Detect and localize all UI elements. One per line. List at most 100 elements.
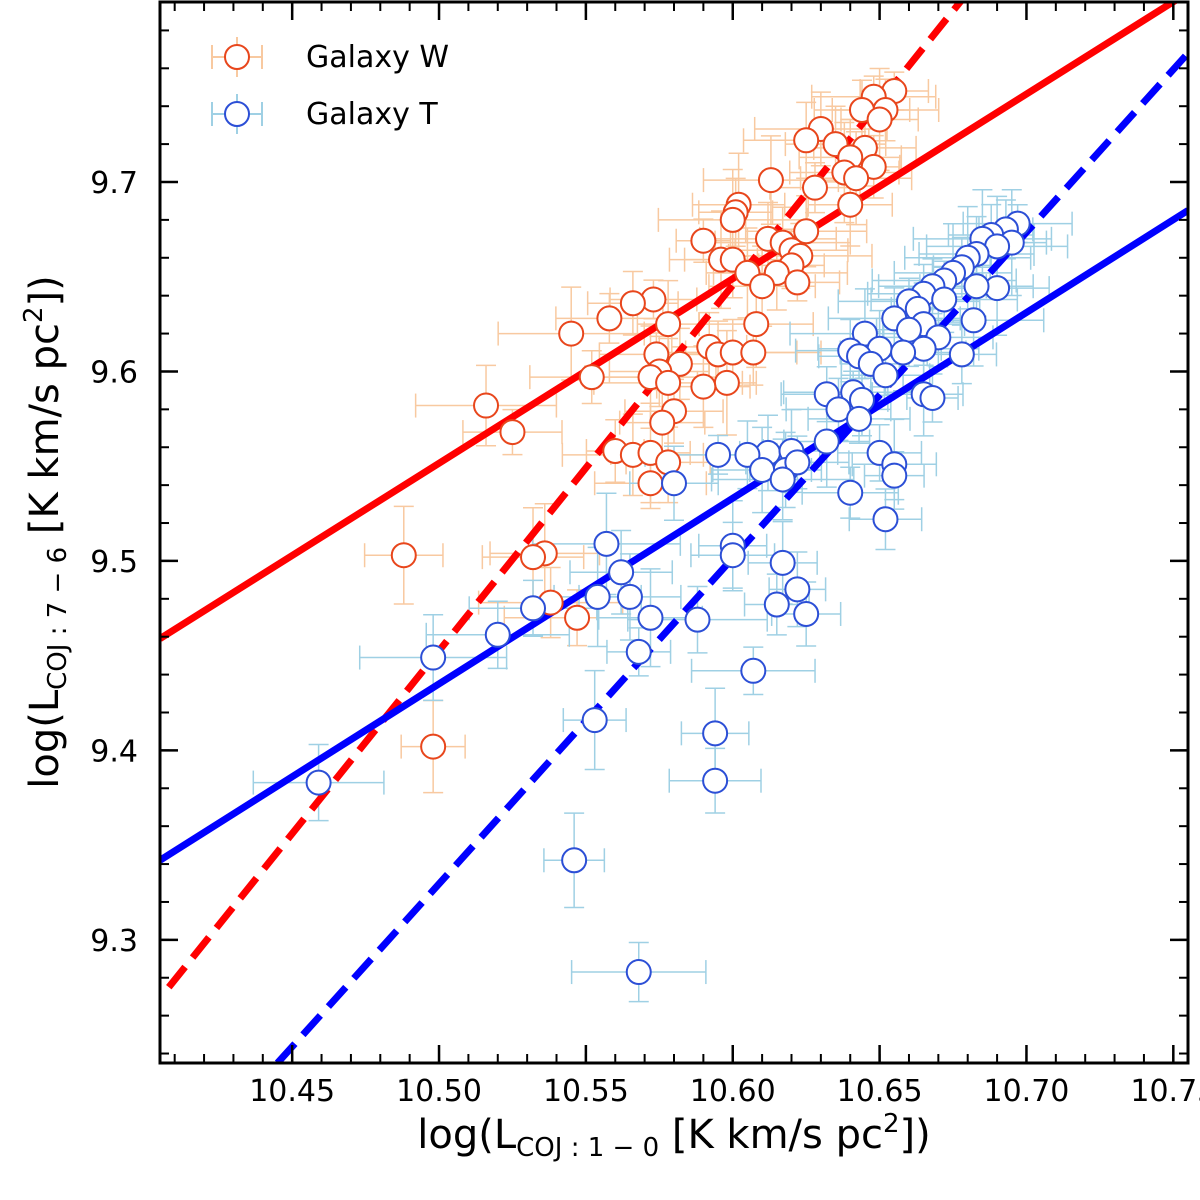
data-point-0-48	[690, 373, 717, 400]
data-point-0-22	[690, 227, 717, 254]
data-point-1-62	[763, 591, 790, 618]
data-point-1-38	[846, 405, 873, 432]
data-point-0-49	[655, 369, 682, 396]
x-axis-label: log(LCOJ : 1 − 0 [K km/s pc2])	[417, 1109, 930, 1163]
data-point-1-64	[793, 600, 820, 627]
data-point-0-6	[793, 127, 820, 154]
data-point-1-43	[705, 441, 732, 468]
data-point-0-52	[649, 409, 676, 436]
y-tick-label: 9.5	[90, 545, 138, 580]
data-point-1-63	[520, 595, 547, 622]
data-point-0-58	[637, 470, 664, 497]
data-point-0-36	[743, 311, 770, 338]
data-point-1-49	[881, 462, 908, 489]
legend-marker-galaxy-t	[224, 101, 250, 127]
data-point-0-47	[713, 369, 740, 396]
data-point-1-52	[837, 479, 864, 506]
data-point-1-61	[584, 583, 611, 610]
legend-label-galaxy-w: Galaxy W	[306, 40, 449, 75]
y-axis-label: log(LCOJ : 7 − 6 [K km/s pc2])	[19, 275, 73, 788]
data-point-1-53	[872, 506, 899, 533]
x-axis-label-suffix: ])	[900, 1112, 931, 1158]
y-axis-label-prefix: log(L	[22, 689, 68, 789]
data-point-1-29	[948, 341, 975, 368]
data-point-1-50	[661, 470, 687, 497]
data-point-0-50	[473, 392, 500, 419]
legend-marker-galaxy-w	[224, 44, 250, 70]
data-point-1-51	[769, 466, 796, 493]
data-point-0-18	[719, 206, 746, 233]
data-point-1-13	[963, 273, 990, 300]
x-tick-label: 10.45	[249, 1074, 335, 1109]
data-point-0-53	[499, 419, 526, 446]
data-point-0-61	[390, 542, 417, 569]
data-point-1-35	[919, 384, 946, 411]
data-point-1-60	[616, 583, 643, 610]
data-point-0-33	[619, 290, 646, 317]
data-point-1-59	[784, 576, 811, 603]
y-tick-label: 9.3	[90, 924, 138, 959]
tick-label-layer: 10.45 10.50 10.55 10.60 10.65 10.70 10.75 9.3 9.…	[90, 166, 1200, 1109]
data-point-1-58	[608, 559, 635, 586]
legend-entry-galaxy-w: Galaxy W	[211, 37, 449, 77]
data-point-1-31	[872, 362, 899, 389]
y-tick-label: 9.6	[90, 355, 138, 390]
data-point-1-72	[702, 720, 729, 747]
x-tick-label: 10.50	[396, 1074, 482, 1109]
data-point-1-73	[702, 767, 729, 794]
data-point-1-65	[637, 604, 664, 631]
data-point-1-76	[625, 959, 652, 986]
data-point-1-39	[813, 428, 840, 455]
x-tick-label: 10.70	[984, 1074, 1070, 1109]
data-point-1-55	[593, 530, 620, 557]
legend-entry-galaxy-t: Galaxy T	[211, 94, 438, 134]
x-axis-label-superscript: 2	[883, 1109, 900, 1139]
data-point-0-4	[866, 106, 893, 133]
x-axis-label-subscript: COJ : 1 − 0	[516, 1133, 659, 1163]
data-point-1-75	[561, 847, 588, 874]
data-point-0-37	[558, 320, 585, 347]
data-point-0-46	[578, 364, 605, 391]
data-point-0-64	[420, 733, 447, 760]
data-point-1-19	[960, 307, 987, 334]
data-point-1-69	[420, 644, 447, 671]
y-tick-label: 9.4	[90, 734, 138, 769]
data-point-0-31	[749, 273, 776, 300]
data-point-0-34	[596, 305, 623, 332]
y-axis-label-subscript: COJ : 7 − 6	[43, 547, 73, 690]
data-point-1-68	[625, 638, 652, 665]
data-point-1-57	[769, 549, 796, 576]
data-point-0-41	[740, 339, 767, 366]
fit-line-layer	[160, 2, 1188, 1063]
data-point-1-71	[581, 707, 608, 734]
y-axis-label-unit: [K km/s pc	[22, 323, 68, 547]
legend: Galaxy W Galaxy T	[211, 37, 449, 134]
data-point-1-74	[305, 769, 332, 796]
data-point-0-30	[784, 269, 811, 296]
x-tick-label: 10.75	[1130, 1074, 1200, 1109]
legend-label-galaxy-t: Galaxy T	[306, 97, 438, 132]
data-point-0-15	[837, 191, 864, 218]
y-axis-label-superscript: 2	[19, 307, 49, 324]
data-point-1-26	[890, 339, 917, 366]
data-point-0-35	[655, 311, 682, 338]
x-axis-label-prefix: log(L	[417, 1112, 517, 1158]
marker-layer	[305, 78, 1031, 986]
x-axis-label-unit: [K km/s pc	[659, 1112, 883, 1158]
x-tick-label: 10.60	[690, 1074, 776, 1109]
fit-line-dashed-0	[166, 2, 965, 990]
data-point-1-56	[719, 542, 746, 569]
x-tick-label: 10.65	[837, 1074, 923, 1109]
data-point-1-66	[684, 606, 711, 633]
fit-line-solid-1	[160, 207, 1188, 864]
data-point-1-67	[484, 621, 511, 648]
y-axis-label-suffix: ])	[22, 275, 68, 306]
data-point-1-70	[740, 657, 767, 684]
errorbar-layer	[252, 67, 1073, 1003]
data-point-0-63	[564, 604, 591, 631]
y-tick-label: 9.7	[90, 166, 138, 201]
data-point-1-15	[931, 286, 958, 313]
data-point-1-46	[784, 449, 811, 476]
data-point-0-14	[757, 167, 784, 194]
